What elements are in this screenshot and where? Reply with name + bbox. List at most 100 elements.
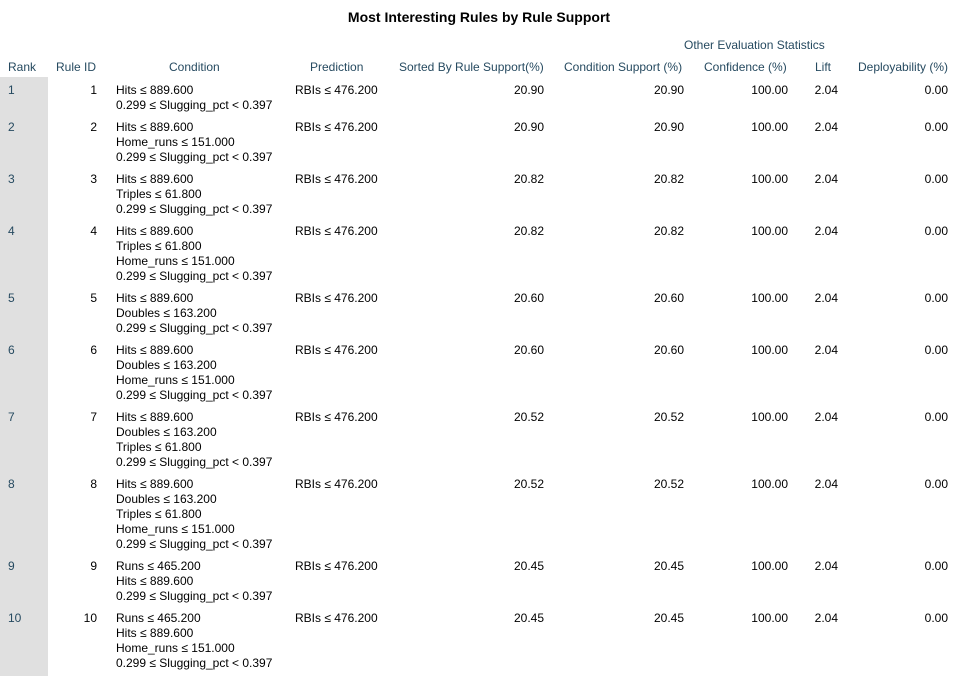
cell-confidence: 100.00 bbox=[751, 224, 788, 238]
condition-line: Hits ≤ 889.600 bbox=[116, 83, 194, 97]
cell-lift: 2.04 bbox=[814, 559, 838, 573]
cell-rule-support: 20.90 bbox=[513, 83, 544, 97]
cell-rank: 2 bbox=[8, 120, 15, 134]
header-condition: Condition bbox=[169, 60, 220, 74]
condition-line: Hits ≤ 889.600 bbox=[116, 410, 194, 424]
cell-condition: Hits ≤ 889.600 Triples ≤ 61.800 0.299 ≤ Sl… bbox=[116, 172, 272, 217]
cell-confidence: 100.00 bbox=[751, 611, 788, 625]
cell-condition-support: 20.45 bbox=[653, 559, 684, 573]
cell-rank: 1 bbox=[8, 83, 15, 97]
header-rule-id: Rule ID bbox=[56, 60, 97, 74]
condition-line: Hits ≤ 889.600 bbox=[116, 477, 194, 491]
cell-rule-support: 20.52 bbox=[513, 477, 544, 491]
cell-rank: 4 bbox=[8, 224, 15, 238]
cell-confidence: 100.00 bbox=[751, 343, 788, 357]
condition-line: 0.299 ≤ Slugging_pct < 0.397 bbox=[116, 150, 273, 164]
cell-rule-support: 20.52 bbox=[513, 410, 544, 424]
cell-rule-support: 20.82 bbox=[513, 224, 544, 238]
cell-rule-support: 20.90 bbox=[513, 120, 544, 134]
cell-confidence: 100.00 bbox=[751, 83, 788, 97]
cell-rank: 3 bbox=[8, 172, 15, 186]
cell-prediction: RBIs ≤ 476.200 bbox=[295, 120, 378, 134]
cell-rule-id: 10 bbox=[83, 611, 97, 625]
cell-deployability: 0.00 bbox=[924, 120, 948, 134]
cell-rank: 5 bbox=[8, 291, 15, 305]
cell-deployability: 0.00 bbox=[924, 343, 948, 357]
condition-line: Home_runs ≤ 151.000 bbox=[116, 135, 235, 149]
condition-line: Triples ≤ 61.800 bbox=[116, 187, 202, 201]
condition-line: Triples ≤ 61.800 bbox=[116, 440, 202, 454]
condition-line: Hits ≤ 889.600 bbox=[116, 626, 194, 640]
cell-prediction: RBIs ≤ 476.200 bbox=[295, 559, 378, 573]
condition-line: Doubles ≤ 163.200 bbox=[116, 425, 217, 439]
cell-rule-id: 1 bbox=[90, 83, 97, 97]
cell-lift: 2.04 bbox=[814, 224, 838, 238]
condition-line: Triples ≤ 61.800 bbox=[116, 239, 202, 253]
cell-prediction: RBIs ≤ 476.200 bbox=[295, 83, 378, 97]
cell-prediction: RBIs ≤ 476.200 bbox=[295, 477, 378, 491]
condition-line: Home_runs ≤ 151.000 bbox=[116, 373, 235, 387]
cell-rule-id: 5 bbox=[90, 291, 97, 305]
cell-prediction: RBIs ≤ 476.200 bbox=[295, 611, 378, 625]
cell-lift: 2.04 bbox=[814, 343, 838, 357]
cell-condition-support: 20.60 bbox=[653, 291, 684, 305]
condition-line: 0.299 ≤ Slugging_pct < 0.397 bbox=[116, 589, 273, 603]
cell-confidence: 100.00 bbox=[751, 410, 788, 424]
cell-deployability: 0.00 bbox=[924, 559, 948, 573]
cell-deployability: 0.00 bbox=[924, 611, 948, 625]
cell-condition: Hits ≤ 889.600 0.299 ≤ Slugging_pct < 0.3… bbox=[116, 83, 272, 113]
cell-confidence: 100.00 bbox=[751, 120, 788, 134]
condition-line: Runs ≤ 465.200 bbox=[116, 559, 201, 573]
header-rule-support: Sorted By Rule Support(%) bbox=[399, 60, 544, 74]
condition-line: Doubles ≤ 163.200 bbox=[116, 492, 217, 506]
cell-rule-id: 6 bbox=[90, 343, 97, 357]
cell-deployability: 0.00 bbox=[924, 224, 948, 238]
cell-lift: 2.04 bbox=[814, 477, 838, 491]
cell-confidence: 100.00 bbox=[751, 291, 788, 305]
condition-line: Home_runs ≤ 151.000 bbox=[116, 522, 235, 536]
cell-condition: Hits ≤ 889.600 Doubles ≤ 163.200 0.299 ≤ S… bbox=[116, 291, 272, 336]
cell-rule-id: 2 bbox=[90, 120, 97, 134]
condition-line: Triples ≤ 61.800 bbox=[116, 507, 202, 521]
cell-condition: Runs ≤ 465.200 Hits ≤ 889.600 Home_runs ≤ … bbox=[116, 611, 272, 671]
condition-line: Runs ≤ 465.200 bbox=[116, 611, 201, 625]
cell-condition: Hits ≤ 889.600 Home_runs ≤ 151.000 0.299 ≤… bbox=[116, 120, 272, 165]
cell-condition-support: 20.52 bbox=[653, 477, 684, 491]
cell-confidence: 100.00 bbox=[751, 559, 788, 573]
condition-line: 0.299 ≤ Slugging_pct < 0.397 bbox=[116, 656, 273, 670]
cell-rule-id: 9 bbox=[90, 559, 97, 573]
cell-condition-support: 20.60 bbox=[653, 343, 684, 357]
cell-deployability: 0.00 bbox=[924, 83, 948, 97]
cell-prediction: RBIs ≤ 476.200 bbox=[295, 410, 378, 424]
cell-condition: Hits ≤ 889.600 Doubles ≤ 163.200 Home_runs… bbox=[116, 343, 272, 403]
condition-line: Doubles ≤ 163.200 bbox=[116, 306, 217, 320]
cell-condition: Hits ≤ 889.600 Doubles ≤ 163.200 Triples ≤… bbox=[116, 410, 272, 470]
condition-line: Hits ≤ 889.600 bbox=[116, 291, 194, 305]
cell-rule-id: 8 bbox=[90, 477, 97, 491]
cell-rule-support: 20.45 bbox=[513, 611, 544, 625]
cell-rule-id: 7 bbox=[90, 410, 97, 424]
condition-line: 0.299 ≤ Slugging_pct < 0.397 bbox=[116, 321, 273, 335]
header-condition-support: Condition Support (%) bbox=[564, 60, 683, 74]
cell-prediction: RBIs ≤ 476.200 bbox=[295, 172, 378, 186]
cell-lift: 2.04 bbox=[814, 611, 838, 625]
header-deployability: Deployability (%) bbox=[858, 60, 949, 74]
cell-rank: 9 bbox=[8, 559, 15, 573]
condition-line: Hits ≤ 889.600 bbox=[116, 224, 194, 238]
cell-condition-support: 20.82 bbox=[653, 172, 684, 186]
cell-rank: 8 bbox=[8, 477, 15, 491]
cell-lift: 2.04 bbox=[814, 83, 838, 97]
condition-line: 0.299 ≤ Slugging_pct < 0.397 bbox=[116, 455, 273, 469]
cell-rule-support: 20.60 bbox=[513, 291, 544, 305]
cell-lift: 2.04 bbox=[814, 410, 838, 424]
condition-line: 0.299 ≤ Slugging_pct < 0.397 bbox=[116, 388, 273, 402]
cell-deployability: 0.00 bbox=[924, 410, 948, 424]
cell-rule-support: 20.82 bbox=[513, 172, 544, 186]
group-header-other-evaluation: Other Evaluation Statistics bbox=[684, 38, 825, 52]
cell-rule-support: 20.60 bbox=[513, 343, 544, 357]
condition-line: 0.299 ≤ Slugging_pct < 0.397 bbox=[116, 269, 273, 283]
cell-confidence: 100.00 bbox=[751, 172, 788, 186]
cell-confidence: 100.00 bbox=[751, 477, 788, 491]
condition-line: Hits ≤ 889.600 bbox=[116, 120, 194, 134]
table-title: Most Interesting Rules by Rule Support bbox=[347, 9, 611, 25]
